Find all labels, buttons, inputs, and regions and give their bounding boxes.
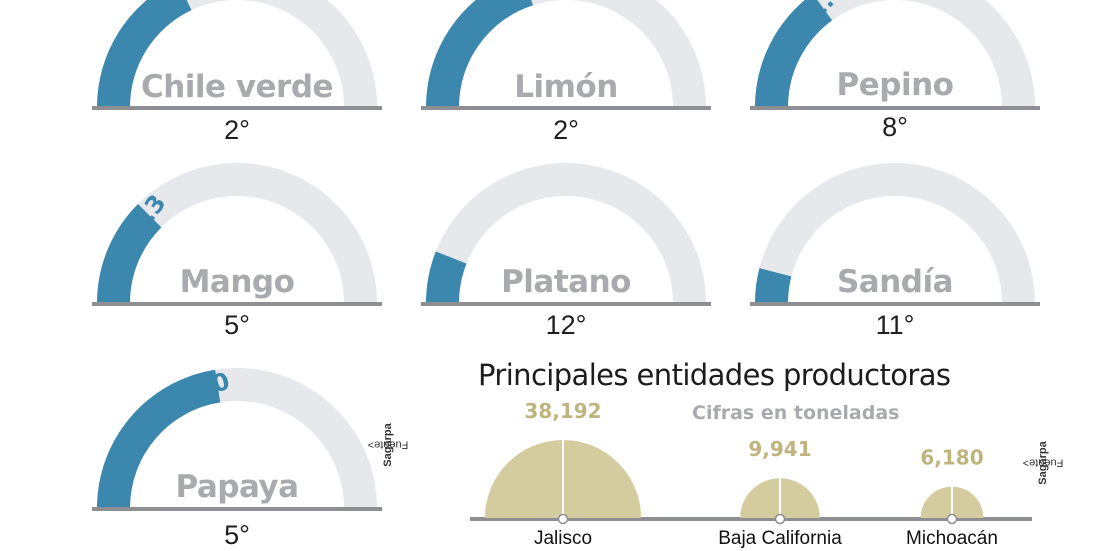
gauge-fill bbox=[755, 0, 833, 107]
producer-dot bbox=[774, 513, 786, 525]
gauge-rank: 5° bbox=[224, 520, 250, 550]
gauge-arc bbox=[421, 163, 711, 306]
gauge-sandia: Sandía 11° bbox=[750, 153, 1040, 340]
producers-baseline bbox=[470, 517, 1032, 521]
gauge-fill bbox=[97, 369, 221, 508]
gauge-track bbox=[426, 163, 706, 303]
gauge-arc: 222. bbox=[750, 0, 1040, 110]
gauge-baseline bbox=[750, 106, 1040, 110]
producer-category-label: Baja California bbox=[718, 528, 842, 549]
gauge-label: Chile verde bbox=[140, 69, 334, 105]
gauge-baseline bbox=[750, 302, 1040, 306]
gauge-label: Platano bbox=[501, 264, 631, 300]
gauge-arc: 50 bbox=[92, 0, 382, 110]
producer-value-label: 9,941 bbox=[748, 437, 811, 461]
gauge-label: Pepino bbox=[836, 67, 954, 103]
producer-value-label: 6,180 bbox=[920, 446, 983, 470]
gauge-fill bbox=[97, 0, 192, 107]
gauge-label: Limón bbox=[514, 69, 618, 105]
producer-dot bbox=[557, 513, 569, 525]
gauge-arc bbox=[750, 163, 1040, 306]
gauge-limon: 373. Limón 2° bbox=[421, 0, 711, 145]
gauge-baseline bbox=[421, 106, 711, 110]
gauge-platano: Platano 12° bbox=[421, 153, 711, 340]
gauge-fill bbox=[755, 268, 792, 303]
gauge-baseline bbox=[92, 106, 382, 110]
gauge-baseline bbox=[92, 507, 382, 511]
gauge-rank: 5° bbox=[224, 310, 250, 340]
producer-category-label: Michoacán bbox=[906, 528, 998, 549]
gauge-arc: 373. bbox=[421, 0, 711, 110]
gauge-baseline bbox=[92, 302, 382, 306]
gauge-chile-verde: 50 Chile verde 2° bbox=[92, 0, 382, 145]
gauge-track bbox=[97, 163, 377, 303]
gauge-pepino: 222. Pepino 8° bbox=[750, 0, 1040, 142]
producer-category-label: Jalisco bbox=[534, 528, 592, 549]
gauge-rank: 8° bbox=[882, 112, 908, 142]
gauge-fill bbox=[97, 204, 162, 303]
gauge-papaya: 81.0 Papaya 5° bbox=[92, 358, 382, 550]
producer-dot bbox=[946, 513, 958, 525]
producers-title: Principales entidades productoras bbox=[478, 358, 951, 392]
gauge-baseline bbox=[421, 302, 711, 306]
gauge-rank: 11° bbox=[875, 310, 915, 340]
producer-value-label: 38,192 bbox=[524, 399, 601, 423]
gauge-track bbox=[755, 163, 1035, 303]
gauge-fill bbox=[426, 251, 467, 303]
gauge-mango: 214.3 Mango 5° bbox=[92, 153, 382, 340]
gauge-rank: 2° bbox=[224, 115, 250, 145]
gauge-label: Papaya bbox=[175, 469, 299, 505]
gauge-label: Sandía bbox=[836, 264, 954, 300]
gauge-arc: 81.0 bbox=[92, 367, 382, 511]
gauge-fill bbox=[426, 0, 533, 107]
gauge-arc: 214.3 bbox=[92, 163, 382, 306]
gauge-rank: 2° bbox=[553, 115, 579, 145]
gauge-label: Mango bbox=[179, 264, 295, 300]
gauge-rank: 12° bbox=[545, 310, 587, 340]
producers-subtitle: Cifras en toneladas bbox=[692, 402, 900, 424]
